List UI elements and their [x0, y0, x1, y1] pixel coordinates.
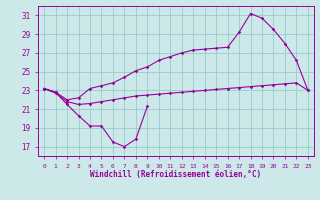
- X-axis label: Windchill (Refroidissement éolien,°C): Windchill (Refroidissement éolien,°C): [91, 170, 261, 179]
